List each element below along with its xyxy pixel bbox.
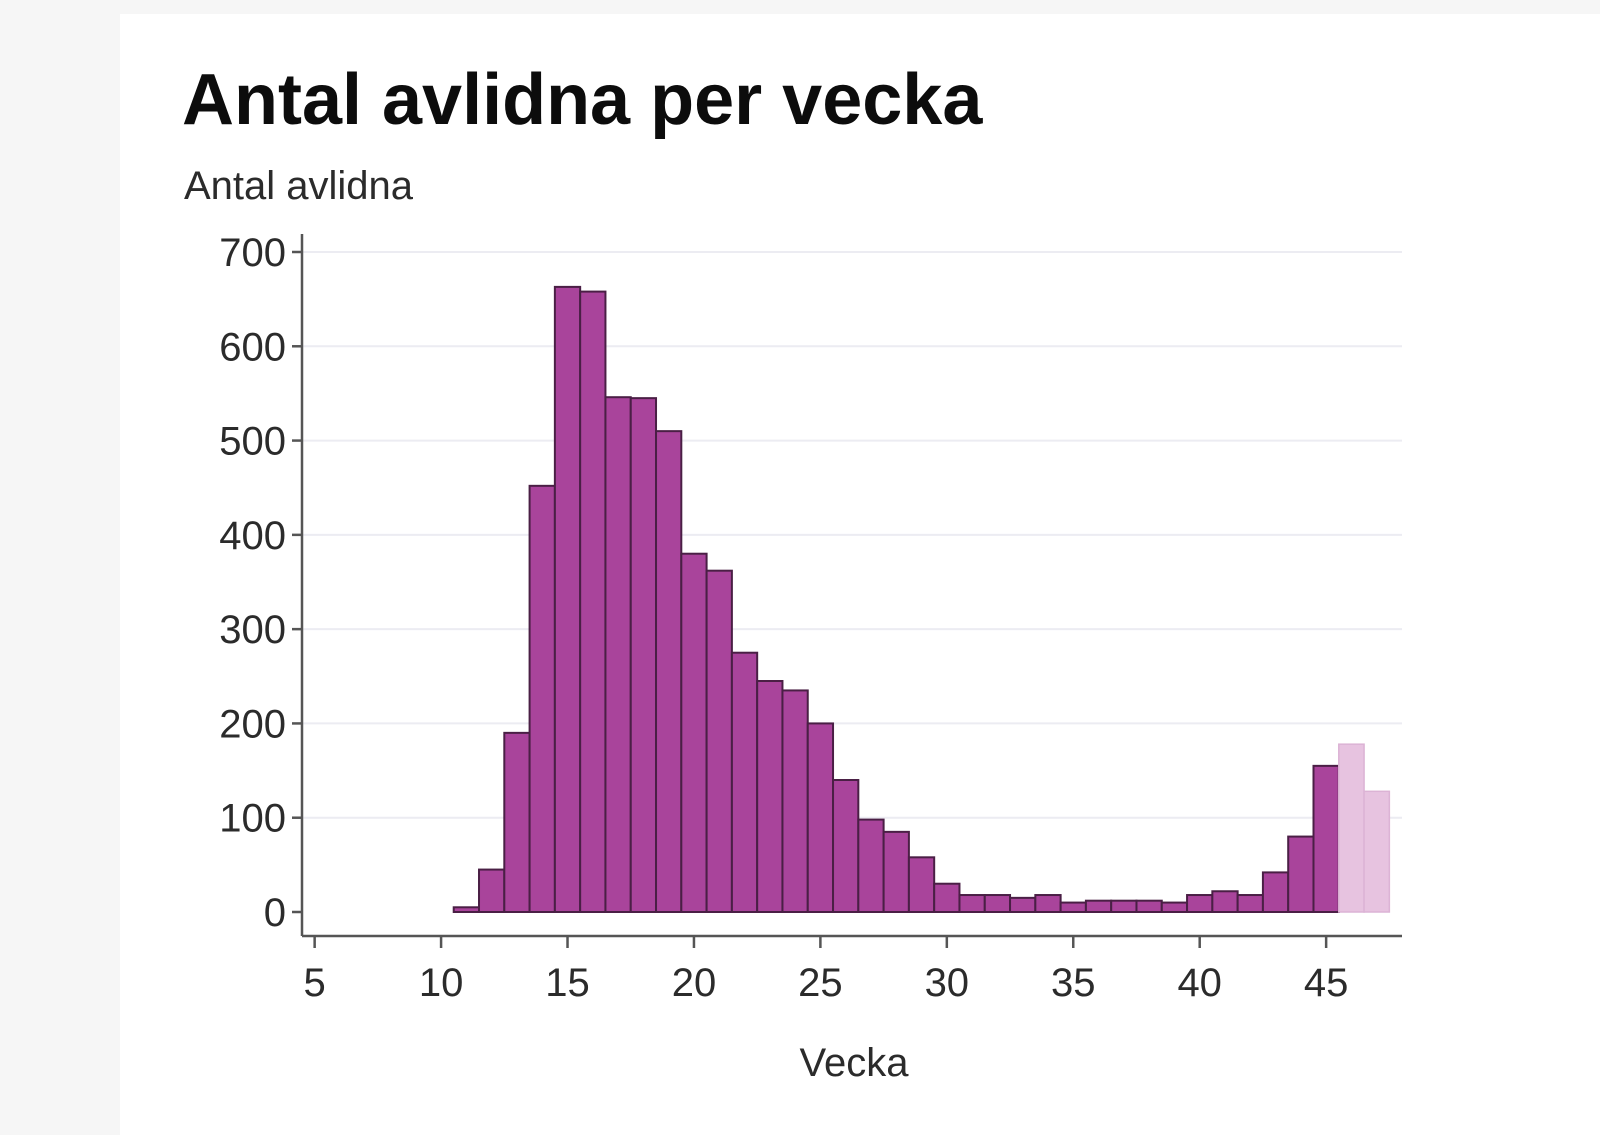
bar: [1034, 894, 1062, 913]
bar: [1186, 894, 1214, 913]
bar: [478, 868, 506, 913]
chart-title: Antal avlidna per vecka: [182, 60, 983, 140]
bar: [958, 894, 986, 913]
bar: [553, 285, 582, 913]
bar: [604, 396, 632, 913]
bar: [655, 430, 683, 913]
bar: [1312, 764, 1340, 913]
bar: [1059, 901, 1087, 913]
bar-preliminary: [1363, 790, 1391, 913]
x-tick-label: 45: [1304, 961, 1349, 1005]
bar: [503, 731, 531, 913]
bar: [933, 882, 961, 914]
axes: 0 100 200 300 400 500 600 700 5 10 15 20 25 30 35 40 45: [219, 231, 1402, 1005]
bar: [452, 906, 481, 913]
bar: [528, 484, 556, 913]
y-tick-label: 600: [219, 325, 286, 369]
x-tick-label: 15: [545, 961, 590, 1005]
bar: [730, 651, 759, 913]
x-tick-label: 40: [1177, 961, 1222, 1005]
gridlines: [302, 251, 1402, 819]
y-tick-label: 200: [219, 702, 286, 746]
y-tick-label: 100: [219, 797, 286, 841]
y-tick-label: 500: [219, 420, 286, 464]
bar: [705, 569, 733, 914]
x-tick-label: 35: [1051, 961, 1096, 1005]
x-tick-label: 10: [419, 961, 464, 1005]
bar: [629, 397, 658, 913]
bar: [1261, 871, 1290, 914]
bar: [857, 818, 885, 913]
y-tick-label: 300: [219, 608, 286, 652]
chart-panel: Antal avlidna per vecka Antal avlidna 0 1…: [120, 14, 1600, 1135]
bar: [680, 552, 708, 913]
x-tick-label: 25: [798, 961, 843, 1005]
x-tick-label: 5: [304, 961, 326, 1005]
bar: [1084, 899, 1113, 914]
bar: [1236, 894, 1264, 913]
y-tick-label: 0: [264, 891, 286, 935]
bar: [756, 680, 784, 913]
x-tick-label: 30: [925, 961, 970, 1005]
bar: [983, 894, 1012, 913]
bar: [1135, 899, 1163, 914]
bar: [1211, 890, 1239, 913]
bar-preliminary: [1338, 743, 1365, 913]
bar: [781, 689, 809, 914]
bar: [579, 290, 607, 914]
bar: [907, 856, 936, 913]
bar: [1009, 896, 1037, 913]
y-axis-label: Antal avlidna: [184, 164, 414, 208]
x-axis-label: Vecka: [800, 1041, 910, 1085]
bar: [1110, 899, 1138, 914]
bar: [1287, 835, 1315, 913]
x-tick-label: 20: [672, 961, 717, 1005]
bar: [832, 779, 860, 913]
bar: [1160, 901, 1189, 913]
histogram-chart: Antal avlidna per vecka Antal avlidna 0 1…: [182, 60, 1402, 1085]
bar: [882, 830, 910, 913]
y-tick-label: 700: [219, 231, 286, 275]
bars: [452, 285, 1391, 914]
bar: [806, 722, 835, 914]
y-tick-label: 400: [219, 514, 286, 558]
